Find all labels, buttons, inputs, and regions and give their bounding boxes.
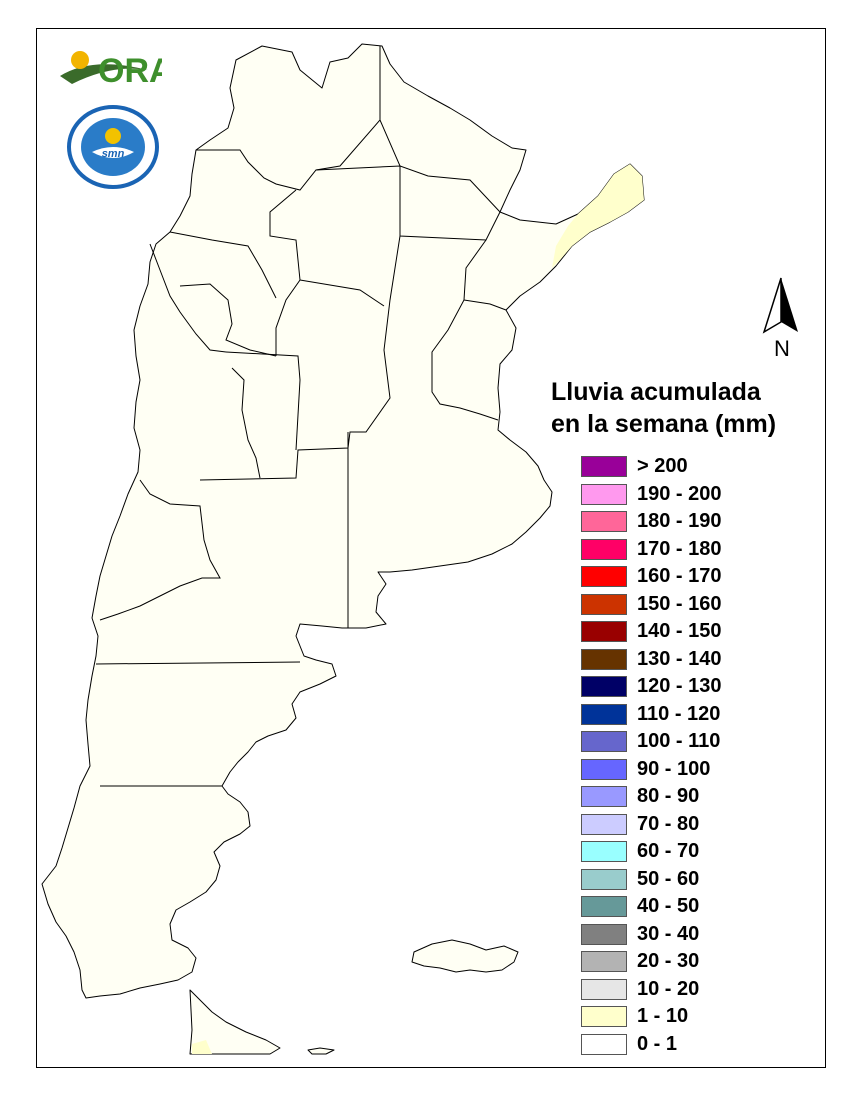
north-arrow-icon (762, 277, 798, 334)
legend-swatch (581, 511, 627, 532)
legend-swatch (581, 786, 627, 807)
legend-swatch (581, 951, 627, 972)
legend-item: 80 - 90 (581, 785, 821, 810)
legend-label: 190 - 200 (637, 482, 722, 505)
legend-item: 120 - 130 (581, 675, 821, 700)
smn-logo: smn (67, 105, 159, 189)
legend-label: 20 - 30 (637, 950, 700, 972)
legend-item: 90 - 100 (581, 757, 821, 783)
legend-label: 0 - 1 (637, 1032, 678, 1055)
legend-swatch (581, 483, 627, 505)
legend-item: 180 - 190 (581, 510, 821, 535)
legend-label: > 200 (637, 455, 688, 477)
legend-item: 110 - 120 (581, 702, 821, 728)
legend-swatch (581, 978, 627, 1000)
smn-logo-center-text: smn (102, 148, 125, 160)
ora-logo-text: ORA (98, 52, 162, 90)
legend-label: 110 - 120 (637, 702, 721, 725)
legend-label: 70 - 80 (637, 812, 700, 835)
legend-swatch (581, 456, 627, 477)
legend-title-line2: en la semana (mm) (551, 410, 777, 438)
legend-swatch (581, 758, 627, 780)
legend-label: 30 - 40 (637, 922, 700, 945)
legend-item: 100 - 110 (581, 730, 821, 755)
legend-item: 10 - 20 (581, 977, 821, 1003)
legend-label: 150 - 160 (637, 592, 722, 615)
legend-swatch (581, 1006, 627, 1027)
legend-swatch (581, 923, 627, 945)
legend-item: 170 - 180 (581, 537, 821, 563)
legend-label: 160 - 170 (637, 565, 722, 587)
legend-title-line1: Lluvia acumulada (551, 378, 761, 406)
legend-label: 100 - 110 (637, 730, 721, 752)
rain-zone-1-10 (192, 164, 644, 1054)
legend-item: > 200 (581, 455, 821, 480)
legend-swatch (581, 566, 627, 587)
legend-label: 140 - 150 (637, 620, 722, 642)
legend-item: 30 - 40 (581, 922, 821, 948)
legend-label: 130 - 140 (637, 647, 722, 670)
legend-label: 60 - 70 (637, 840, 700, 862)
legend-label: 90 - 100 (637, 757, 711, 780)
legend-label: 40 - 50 (637, 895, 700, 917)
legend-label: 120 - 130 (637, 675, 722, 697)
legend-label: 170 - 180 (637, 537, 722, 560)
legend-swatch (581, 593, 627, 615)
legend-swatch (581, 1033, 627, 1055)
legend-label: 80 - 90 (637, 785, 700, 807)
legend-swatch (581, 868, 627, 890)
legend-item: 130 - 140 (581, 647, 821, 673)
legend-label: 10 - 20 (637, 977, 700, 1000)
north-arrow-label: N (774, 336, 790, 361)
legend-label: 50 - 60 (637, 867, 700, 890)
legend-swatch (581, 538, 627, 560)
legend-title: Lluvia acumulada en la semana (mm) (551, 376, 776, 440)
legend-item: 0 - 1 (581, 1032, 821, 1058)
ora-logo: ORA (60, 51, 162, 90)
legend-item: 140 - 150 (581, 620, 821, 645)
legend-item: 160 - 170 (581, 565, 821, 590)
legend-item: 40 - 50 (581, 895, 821, 920)
legend-swatch (581, 731, 627, 752)
tierra-del-fuego (189, 989, 281, 1055)
legend-item: 1 - 10 (581, 1005, 821, 1030)
legend-item: 190 - 200 (581, 482, 821, 508)
legend-swatch (581, 896, 627, 917)
legend-swatch (581, 621, 627, 642)
malvinas-islands (411, 939, 519, 973)
legend-label: 180 - 190 (637, 510, 722, 532)
legend-swatch (581, 648, 627, 670)
legend-swatch (581, 703, 627, 725)
legend-item: 70 - 80 (581, 812, 821, 838)
legend-swatch (581, 841, 627, 862)
legend-item: 60 - 70 (581, 840, 821, 865)
legend-swatch (581, 813, 627, 835)
legend-item: 20 - 30 (581, 950, 821, 975)
legend-swatch (581, 676, 627, 697)
legend-label: 1 - 10 (637, 1005, 689, 1027)
legend-item: 150 - 160 (581, 592, 821, 618)
legend-item: 50 - 60 (581, 867, 821, 893)
